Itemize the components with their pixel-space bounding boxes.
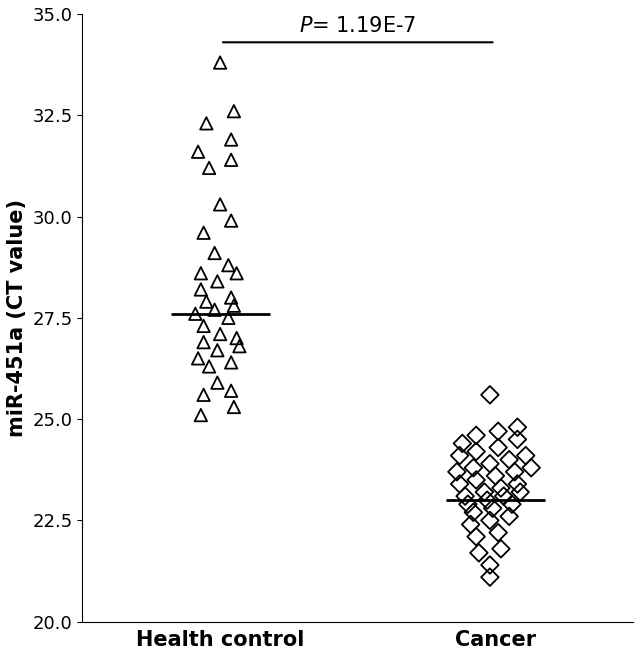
Point — [234, 341, 244, 351]
Point — [209, 248, 220, 258]
Point — [482, 495, 492, 505]
Point — [223, 260, 234, 271]
Point — [484, 459, 495, 469]
Point — [215, 199, 225, 210]
Point — [493, 426, 503, 436]
Point — [204, 361, 214, 372]
Point — [196, 268, 206, 279]
Point — [468, 507, 479, 518]
Point — [228, 300, 239, 311]
Point — [452, 466, 462, 477]
Point — [471, 446, 481, 457]
Point — [512, 434, 522, 445]
Point — [512, 422, 522, 432]
Y-axis label: miR-451a (CT value): miR-451a (CT value) — [7, 199, 27, 437]
Point — [196, 410, 206, 420]
Point — [212, 345, 223, 355]
Point — [215, 57, 225, 68]
Point — [479, 487, 490, 497]
Point — [212, 276, 223, 286]
Point — [212, 377, 223, 388]
Point — [228, 106, 239, 116]
Point — [198, 337, 209, 348]
Point — [454, 450, 465, 461]
Point — [193, 353, 204, 363]
Point — [515, 487, 525, 497]
Point — [526, 463, 536, 473]
Point — [471, 532, 481, 542]
Point — [484, 515, 495, 526]
Point — [198, 321, 209, 331]
Point — [488, 503, 498, 514]
Point — [190, 309, 200, 319]
Point — [484, 560, 495, 570]
Point — [226, 154, 236, 165]
Point — [465, 519, 476, 530]
Point — [226, 215, 236, 226]
Point — [226, 357, 236, 368]
Point — [454, 479, 465, 489]
Point — [504, 455, 515, 465]
Point — [507, 499, 517, 509]
Text: $\mathit{P}$= 1.19E-7: $\mathit{P}$= 1.19E-7 — [299, 16, 417, 36]
Point — [463, 499, 473, 509]
Point — [198, 390, 209, 400]
Point — [509, 466, 520, 477]
Point — [493, 528, 503, 538]
Point — [193, 147, 204, 157]
Point — [512, 479, 522, 489]
Point — [460, 491, 470, 501]
Point — [204, 163, 214, 173]
Point — [201, 296, 211, 307]
Point — [493, 442, 503, 453]
Point — [232, 268, 242, 279]
Point — [490, 470, 500, 481]
Point — [474, 547, 484, 558]
Point — [496, 483, 506, 493]
Point — [209, 304, 220, 315]
Point — [232, 333, 242, 344]
Point — [223, 313, 234, 323]
Point — [471, 474, 481, 485]
Point — [215, 328, 225, 339]
Point — [471, 430, 481, 441]
Point — [499, 491, 509, 501]
Point — [226, 292, 236, 303]
Point — [496, 543, 506, 554]
Point — [226, 386, 236, 396]
Point — [484, 390, 495, 400]
Point — [201, 118, 211, 129]
Point — [226, 134, 236, 145]
Point — [196, 284, 206, 295]
Point — [198, 227, 209, 238]
Point — [457, 438, 467, 449]
Point — [484, 572, 495, 582]
Point — [228, 401, 239, 412]
Point — [468, 463, 479, 473]
Point — [504, 511, 515, 522]
Point — [520, 450, 531, 461]
